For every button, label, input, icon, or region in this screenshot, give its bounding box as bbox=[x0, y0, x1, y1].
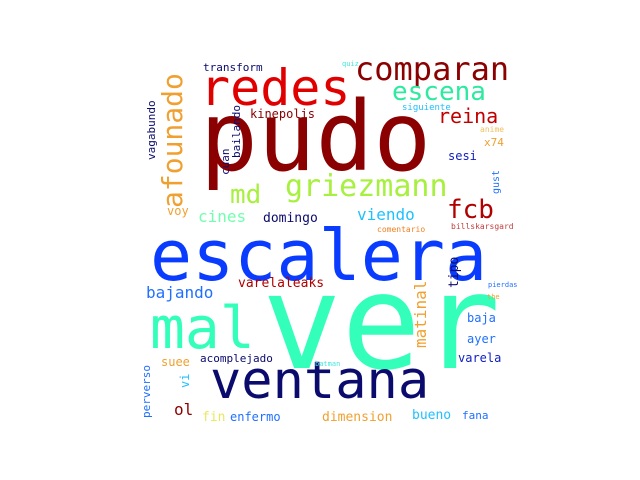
word-fcb: fcb bbox=[447, 195, 494, 225]
word-bajando: bajando bbox=[146, 283, 213, 302]
word-baja: baja bbox=[467, 311, 496, 325]
word-md: md bbox=[230, 180, 261, 210]
word-transform: transform bbox=[203, 61, 263, 74]
word-pierdas: pierdas bbox=[488, 281, 518, 289]
word-ol: ol bbox=[174, 400, 193, 419]
word-bueno: bueno bbox=[412, 408, 451, 423]
word-enfermo: enfermo bbox=[230, 410, 281, 424]
word-matinal: matinal bbox=[411, 281, 430, 348]
word-voy: voy bbox=[167, 204, 189, 218]
word-comentario: comentario bbox=[377, 225, 425, 234]
word-viendo: viendo bbox=[357, 205, 415, 224]
word-griezmann: griezmann bbox=[285, 169, 448, 204]
word-varela: varela bbox=[458, 351, 501, 365]
word-acomplejado: acomplejado bbox=[200, 352, 273, 365]
word-tipo: tipo bbox=[447, 257, 462, 288]
word-ver: ver bbox=[262, 246, 500, 400]
word-quiz: quiz bbox=[342, 60, 359, 68]
word-cuan: cuan bbox=[219, 149, 232, 176]
word-pudo: pudo bbox=[200, 81, 431, 193]
word-gust: gust bbox=[491, 170, 502, 194]
word-billskarsgard: billskarsgard bbox=[451, 222, 514, 231]
word-anime: anime bbox=[480, 125, 504, 134]
word-mal: mal bbox=[150, 294, 255, 362]
word-vagabundo: vagabundo bbox=[145, 100, 158, 160]
word-escalera: escalera bbox=[150, 215, 487, 297]
word-perverso: perverso bbox=[140, 365, 153, 418]
word-escena: escena bbox=[392, 77, 486, 107]
word-cines: cines bbox=[198, 207, 246, 226]
word-suee: suee bbox=[161, 355, 190, 369]
word-fana: fana bbox=[462, 409, 489, 422]
word-domingo: domingo bbox=[263, 211, 318, 226]
word-comparan: comparan bbox=[355, 50, 509, 88]
word-reina: reina bbox=[438, 104, 498, 128]
word-sesi: sesi bbox=[448, 149, 477, 163]
word-dimension: dimension bbox=[322, 410, 392, 425]
word-fin: fin bbox=[202, 410, 225, 425]
word-vi: vi bbox=[178, 374, 192, 388]
word-siguiente: siguiente bbox=[402, 103, 451, 113]
word-bailando: bailando bbox=[230, 105, 243, 158]
word-redes: redes bbox=[200, 59, 351, 117]
word-the: the bbox=[487, 293, 500, 301]
word-ventana: ventana bbox=[210, 351, 429, 411]
word-batman: batman bbox=[315, 360, 340, 368]
word-x74: x74 bbox=[484, 136, 504, 149]
word-ayer: ayer bbox=[467, 332, 496, 346]
word-varelaleaks: varelaleaks bbox=[238, 276, 324, 291]
word-kinepolis: kinepolis bbox=[250, 107, 315, 121]
word-afounado: afounado bbox=[156, 73, 189, 208]
